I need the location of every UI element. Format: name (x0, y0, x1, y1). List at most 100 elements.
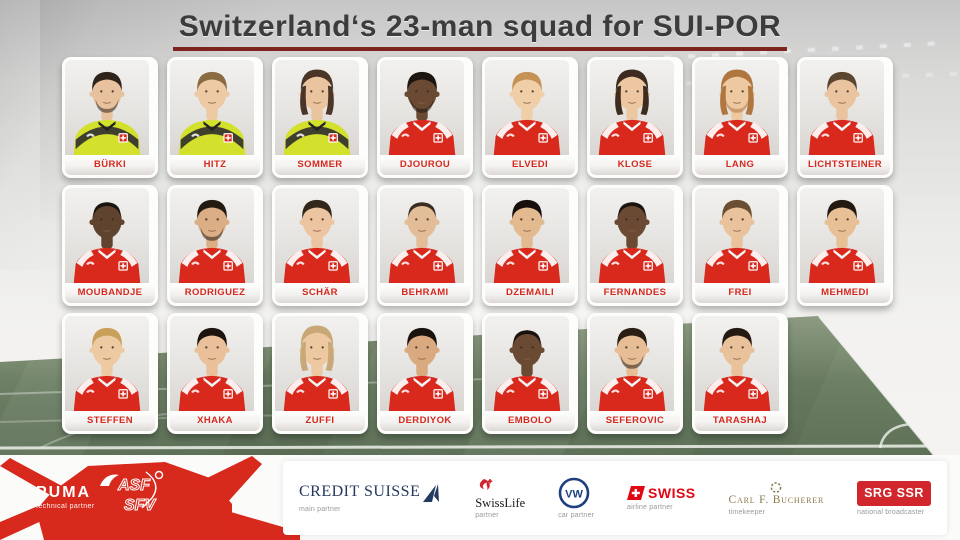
sponsor-vw: VW car partner (558, 477, 594, 519)
player-name: EMBOLO (485, 411, 575, 431)
player-portrait (275, 188, 359, 283)
sponsor-bar: CREDIT SUISSE main partner SwissLife par… (283, 461, 947, 535)
player-portrait (170, 188, 254, 283)
player-name: DERDIYOK (380, 411, 470, 431)
squad-row: BÜRKI HITZ (62, 57, 893, 178)
sfv-red-banner (0, 456, 300, 540)
player-card: MEHMEDI (797, 185, 893, 306)
player-card: DZEMAILI (482, 185, 578, 306)
player-name: MEHMEDI (800, 283, 890, 303)
bucherer-emblem-icon (770, 481, 782, 493)
player-portrait (485, 316, 569, 411)
player-card: MOUBANDJE (62, 185, 158, 306)
player-card: FERNANDES (587, 185, 683, 306)
bucherer-wordmark: Carl F. Bucherer (728, 493, 825, 506)
player-portrait (380, 188, 464, 283)
player-name: LANG (695, 155, 785, 175)
player-name: LICHTSTEINER (800, 155, 890, 175)
player-card: SCHÄR (272, 185, 368, 306)
player-card: ELVEDI (482, 57, 578, 178)
svg-text:VW: VW (565, 489, 583, 501)
player-portrait (695, 60, 779, 155)
player-name: TARASHAJ (695, 411, 785, 431)
player-portrait (590, 188, 674, 283)
sponsor-credit-suisse: CREDIT SUISSE main partner (299, 483, 442, 513)
credit-suisse-sail-icon (423, 484, 440, 502)
player-name: DZEMAILI (485, 283, 575, 303)
player-card: BEHRAMI (377, 185, 473, 306)
player-card: BÜRKI (62, 57, 158, 178)
player-name: DJOUROU (380, 155, 470, 175)
svg-text:ASF: ASF (117, 477, 151, 494)
sponsor-caption: timekeeper (728, 508, 766, 516)
player-portrait (590, 60, 674, 155)
player-card: FREI (692, 185, 788, 306)
credit-suisse-wordmark: CREDIT SUISSE (299, 483, 421, 500)
page-title: Switzerland‘s 23-man squad for SUI-POR (172, 10, 788, 51)
player-portrait (800, 60, 884, 155)
player-name: HITZ (170, 155, 260, 175)
player-name: SOMMER (275, 155, 365, 175)
player-card: HITZ (167, 57, 263, 178)
player-portrait (800, 188, 884, 283)
player-name: BÜRKI (65, 155, 155, 175)
sponsor-caption: car partner (558, 512, 595, 519)
puma-wordmark: PUMA (36, 484, 92, 501)
sponsor-caption: main partner (299, 506, 341, 513)
player-card: RODRIGUEZ (167, 185, 263, 306)
player-portrait (65, 316, 149, 411)
player-card: SEFEROVIC (587, 313, 683, 434)
player-name: MOUBANDJE (65, 283, 155, 303)
player-portrait (170, 60, 254, 155)
player-card: SOMMER (272, 57, 368, 178)
player-card: ZUFFI (272, 313, 368, 434)
sponsor-caption: national broadcaster (856, 508, 925, 516)
player-portrait (275, 60, 359, 155)
player-name: FREI (695, 283, 785, 303)
player-name: SEFEROVIC (590, 411, 680, 431)
player-name: STEFFEN (65, 411, 155, 431)
swiss-flag-icon (627, 486, 646, 500)
sponsor-bucherer: Carl F. Bucherer timekeeper (729, 481, 825, 516)
player-card: STEFFEN (62, 313, 158, 434)
player-portrait (65, 188, 149, 283)
player-portrait (485, 60, 569, 155)
player-card: TARASHAJ (692, 313, 788, 434)
sponsor-swiss: SWISS airline partner (627, 485, 696, 511)
player-name: BEHRAMI (380, 283, 470, 303)
player-portrait (485, 188, 569, 283)
player-portrait (380, 60, 464, 155)
player-portrait (170, 316, 254, 411)
player-card: DJOUROU (377, 57, 473, 178)
player-portrait (590, 316, 674, 411)
player-card: EMBOLO (482, 313, 578, 434)
player-portrait (695, 188, 779, 283)
swiss-wordmark: SWISS (648, 485, 696, 501)
sponsor-srg-ssr: SRG SSR national broadcaster (856, 480, 931, 516)
player-portrait (695, 316, 779, 411)
player-name: XHAKA (170, 411, 260, 431)
squad-row: MOUBANDJE RODRIGUEZ (62, 185, 893, 306)
squad-grid: BÜRKI HITZ (62, 57, 893, 441)
player-card: LANG (692, 57, 788, 178)
puma-tagline: technical partner (36, 503, 95, 510)
player-name: KLOSE (590, 155, 680, 175)
player-name: SCHÄR (275, 283, 365, 303)
sponsor-caption: airline partner (627, 504, 673, 511)
player-card: KLOSE (587, 57, 683, 178)
player-card: XHAKA (167, 313, 263, 434)
svg-text:SFV: SFV (124, 497, 156, 514)
player-name: RODRIGUEZ (170, 283, 260, 303)
vw-logo-icon: VW (558, 477, 590, 509)
player-card: LICHTSTEINER (797, 57, 893, 178)
player-portrait (275, 316, 359, 411)
player-portrait (380, 316, 464, 411)
player-card: DERDIYOK (377, 313, 473, 434)
squad-row: STEFFEN XHAKA (62, 313, 893, 434)
sfv-crest-icon: ASF SFV (117, 470, 164, 515)
player-name: ELVEDI (485, 155, 575, 175)
srg-ssr-logo: SRG SSR (856, 480, 931, 506)
puma-logo: PUMA technical partner (36, 474, 126, 510)
headline-container: Switzerland‘s 23-man squad for SUI-POR (0, 10, 960, 51)
sponsor-swiss-life: SwissLife partner (475, 477, 525, 519)
